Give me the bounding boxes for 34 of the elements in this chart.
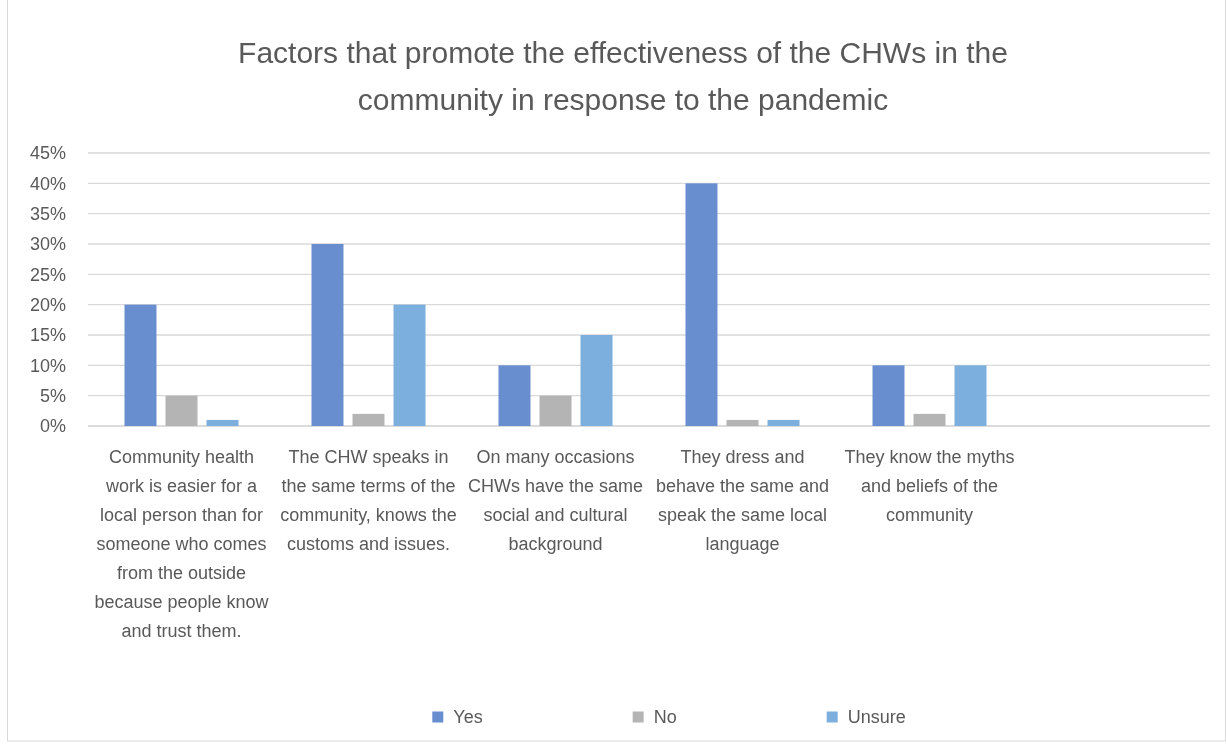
bar — [393, 304, 426, 426]
y-tick-label: 30% — [29, 234, 66, 255]
x-tick-label: They dress and behave the same and speak the same local language — [655, 447, 830, 555]
legend-label: Unsure — [847, 707, 906, 728]
y-tick-label: 45% — [29, 143, 66, 164]
bar — [872, 365, 905, 426]
bar — [124, 304, 157, 426]
bar — [206, 419, 239, 426]
x-tick-label: The CHW speaks in the same terms of the community, knows the customs and issues. — [280, 447, 457, 555]
bar — [726, 419, 759, 426]
bar — [685, 183, 718, 426]
y-tick-label: 35% — [29, 203, 66, 224]
bar — [352, 413, 385, 426]
x-tick-label: They know the myths and beliefs of the community — [844, 447, 1015, 526]
y-tick-label: 20% — [29, 294, 66, 315]
y-tick-label: 40% — [29, 173, 66, 194]
bar — [498, 365, 531, 426]
y-tick-label: 5% — [39, 385, 66, 406]
legend-label: No — [653, 707, 677, 728]
bar — [954, 365, 987, 426]
y-tick-label: 10% — [29, 355, 66, 376]
bar — [165, 395, 198, 426]
chart-title: Factors that promote the effectiveness of the CHWs in the community in response to the pandemic — [238, 35, 1008, 116]
legend-label: Yes — [453, 707, 483, 728]
bar — [311, 244, 344, 426]
y-tick-label: 25% — [29, 264, 66, 285]
y-tick-label: 0% — [39, 416, 66, 437]
x-tick-label: On many occasions CHWs have the same social and cultural background — [467, 447, 644, 555]
bar — [580, 335, 613, 426]
bar — [767, 419, 800, 426]
bar — [539, 395, 572, 426]
bar — [913, 413, 946, 426]
y-tick-label: 15% — [29, 325, 66, 346]
x-tick-label: Community health work is easier for a local person than for someone who comes from the outside because people know and trust them. — [94, 447, 270, 642]
